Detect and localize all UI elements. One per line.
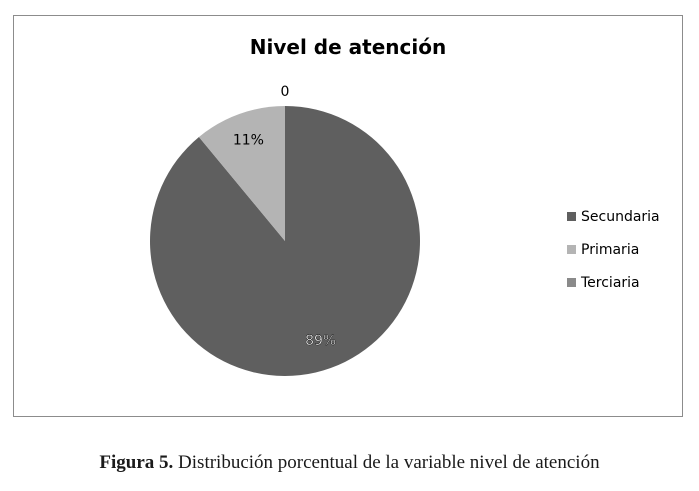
legend-item-secundaria: Secundaria <box>567 200 660 233</box>
pie-slice-primaria <box>198 106 285 241</box>
data-label-terciaria: 0 <box>281 84 290 100</box>
data-label-primaria: 11% <box>233 132 264 148</box>
chart-title: Nivel de atención <box>249 35 447 59</box>
legend-swatch <box>567 278 576 287</box>
legend-label: Primaria <box>581 241 640 258</box>
legend-item-terciaria: Terciaria <box>567 266 660 299</box>
legend-swatch <box>567 212 576 221</box>
caption-label: Figura 5. <box>99 452 174 473</box>
legend-item-primaria: Primaria <box>567 233 660 266</box>
legend-label: Terciaria <box>581 274 640 291</box>
chart-legend: Secundaria Primaria Terciaria <box>567 200 660 299</box>
data-label-secundaria: 89% <box>305 333 336 349</box>
legend-swatch <box>567 245 576 254</box>
caption-text: Distribución porcentual de la variable n… <box>178 452 600 473</box>
figure-caption: Figura 5. Distribución porcentual de la … <box>0 452 699 474</box>
pie-chart: 89% 11% 0 <box>150 84 420 376</box>
legend-label: Secundaria <box>581 208 660 225</box>
chart-frame: Nivel de atención 89% 11% 0 Secundaria Prim… <box>13 15 683 417</box>
